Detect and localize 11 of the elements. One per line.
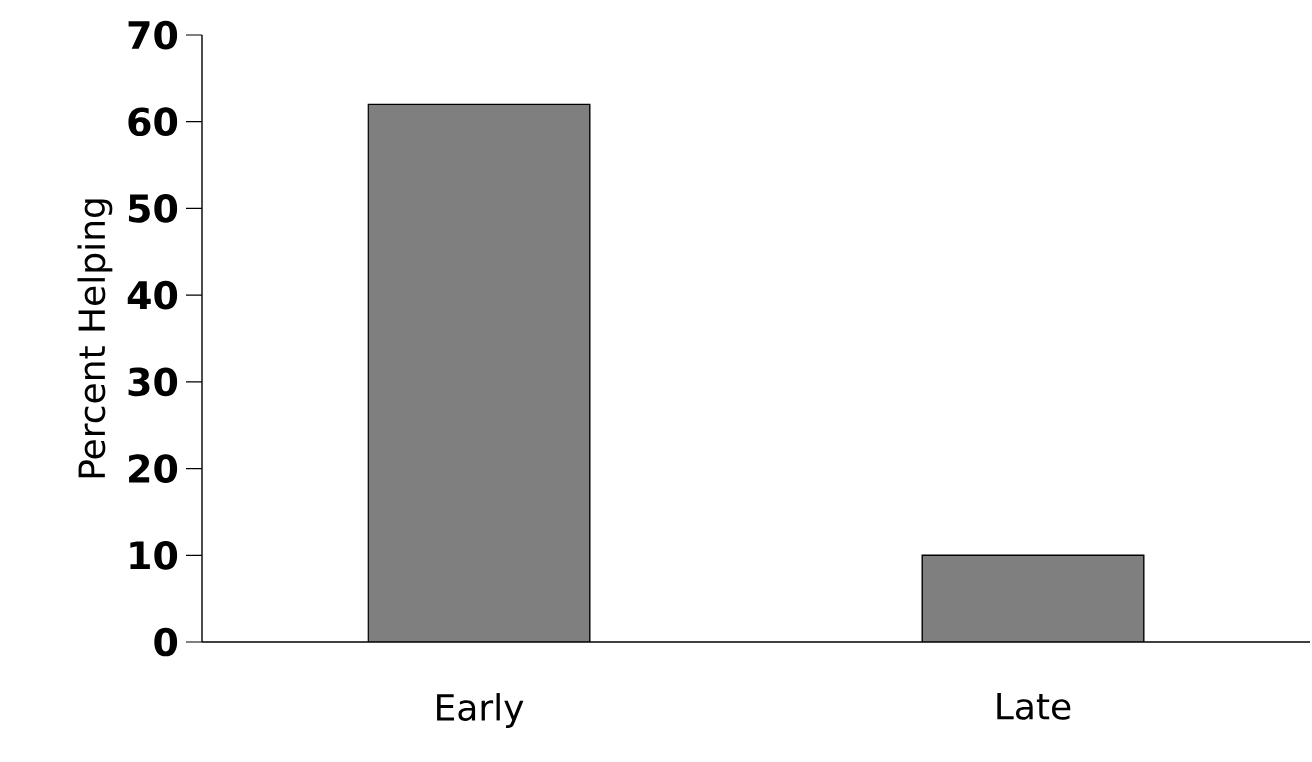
y-tick-label: 70: [128, 20, 178, 50]
y-tick-label: 60: [128, 107, 178, 137]
y-tick-label: 50: [128, 194, 178, 223]
x-tick-label: Early: [437, 693, 524, 728]
y-axis-title: Percent Helping: [77, 199, 113, 478]
y-tick-label: 40: [127, 280, 178, 310]
y-tick-label: 0: [154, 627, 178, 657]
y-tick-label: 30: [128, 367, 178, 397]
x-tick-label: Late: [997, 693, 1071, 720]
y-tick-label: 10: [130, 540, 178, 570]
y-tick-label: 20: [129, 454, 178, 483]
